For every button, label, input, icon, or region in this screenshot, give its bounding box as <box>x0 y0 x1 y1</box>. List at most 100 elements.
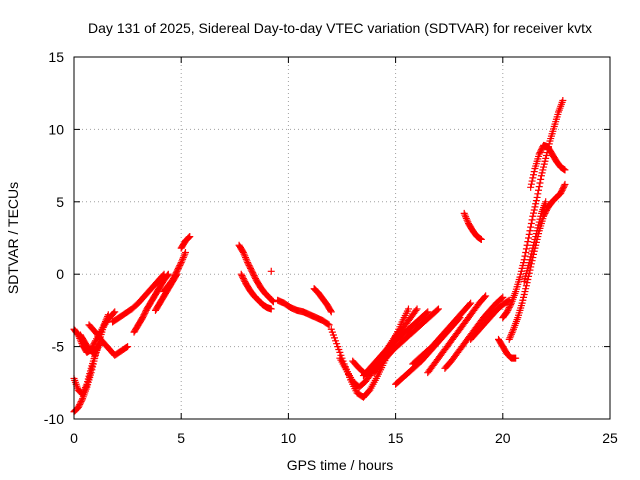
series-arc-ad <box>527 141 569 191</box>
data-point <box>424 308 432 316</box>
data-point <box>413 305 421 313</box>
series-arc-i <box>160 248 189 296</box>
data-point <box>530 171 538 179</box>
x-tick-label: 10 <box>281 430 297 446</box>
data-point <box>535 183 543 191</box>
data-point <box>177 259 185 267</box>
grid-lines <box>74 57 610 419</box>
axis-ticks: 0 5 10 15 20 25 -10 -5 0 5 10 15 <box>44 49 618 446</box>
data-point <box>185 233 193 241</box>
data-point <box>110 309 118 317</box>
data-point <box>507 332 515 340</box>
data-point <box>512 354 520 362</box>
series-arc-m <box>267 267 275 275</box>
data-point <box>467 299 475 307</box>
data-point <box>507 301 515 309</box>
data-point <box>461 211 469 219</box>
data-point <box>506 334 514 342</box>
data-point <box>466 300 474 308</box>
data-point <box>525 234 533 242</box>
data-point <box>82 382 90 390</box>
data-point <box>240 250 248 258</box>
data-point <box>499 293 507 301</box>
data-points <box>70 96 569 416</box>
data-point <box>522 245 530 253</box>
x-tick-label: 20 <box>495 430 511 446</box>
series-arc-e <box>85 321 132 359</box>
series-arc-v <box>409 299 475 368</box>
data-point <box>527 220 535 228</box>
series-arc-ac <box>505 180 569 343</box>
data-point <box>434 305 442 313</box>
y-tick-label: -10 <box>44 411 64 427</box>
series-arc-q <box>336 328 402 391</box>
data-point <box>433 306 441 314</box>
series-arc-ab <box>499 96 567 322</box>
data-point <box>239 248 247 256</box>
data-point <box>532 197 540 205</box>
series-arc-l <box>237 270 275 313</box>
data-point <box>462 213 470 221</box>
data-point <box>423 309 431 317</box>
data-point <box>267 267 275 275</box>
data-point <box>325 321 333 329</box>
data-point <box>243 257 251 265</box>
y-axis-label: SDTVAR / TECUs <box>5 182 21 294</box>
data-point <box>186 233 194 241</box>
data-point <box>327 307 335 315</box>
data-point <box>242 254 250 262</box>
data-point <box>526 227 534 235</box>
y-tick-label: 0 <box>56 266 64 282</box>
series-arc-f <box>109 270 168 326</box>
series-arc-d <box>76 331 102 356</box>
series-arc-p <box>327 305 412 401</box>
data-point <box>530 209 538 217</box>
data-point <box>81 385 89 393</box>
data-point <box>534 190 542 198</box>
series-arc-t <box>370 305 442 377</box>
data-point <box>536 179 544 187</box>
data-point <box>181 248 189 256</box>
series-arc-ae <box>520 198 550 285</box>
data-point <box>180 252 188 260</box>
data-point <box>81 384 89 392</box>
data-point <box>529 212 537 220</box>
data-point <box>509 327 517 335</box>
chart-title: Day 131 of 2025, Sidereal Day-to-day VTE… <box>88 20 592 36</box>
data-point <box>463 216 471 224</box>
data-point <box>524 238 532 246</box>
data-point <box>241 252 249 260</box>
data-point <box>522 248 530 256</box>
data-point <box>267 305 275 313</box>
data-point <box>525 230 533 238</box>
data-point <box>78 396 86 404</box>
data-point <box>124 343 132 351</box>
data-point <box>528 177 536 185</box>
data-point <box>184 234 192 242</box>
data-point <box>537 175 545 183</box>
x-tick-label: 0 <box>70 430 78 446</box>
x-tick-label: 25 <box>602 430 618 446</box>
data-point <box>327 308 335 316</box>
data-point <box>79 390 87 398</box>
data-point <box>521 252 529 260</box>
data-point <box>533 193 541 201</box>
data-point <box>527 180 535 188</box>
x-tick-label: 5 <box>177 430 185 446</box>
data-point <box>535 186 543 194</box>
data-point <box>324 320 332 328</box>
series-arc-g <box>130 270 172 336</box>
series-arc-n <box>274 296 333 329</box>
x-axis-label: GPS time / hours <box>287 457 394 473</box>
data-point <box>531 203 539 211</box>
data-point <box>176 260 184 268</box>
data-point <box>561 180 569 188</box>
data-point <box>522 282 530 290</box>
series-arc-o <box>310 285 335 316</box>
data-point <box>527 223 535 231</box>
data-point <box>242 255 250 263</box>
data-point <box>542 198 550 206</box>
data-point <box>532 200 540 208</box>
series-arc-r <box>349 305 421 378</box>
